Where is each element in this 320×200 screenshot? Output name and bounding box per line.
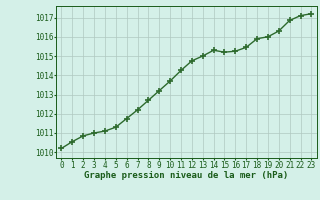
X-axis label: Graphe pression niveau de la mer (hPa): Graphe pression niveau de la mer (hPa) [84, 171, 289, 180]
